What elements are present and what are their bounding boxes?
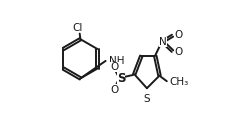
Text: O: O xyxy=(111,62,119,72)
Text: NH: NH xyxy=(109,56,125,66)
Text: O: O xyxy=(174,30,182,40)
Text: S: S xyxy=(143,94,150,104)
Text: CH₃: CH₃ xyxy=(169,77,189,87)
Text: O: O xyxy=(174,47,182,57)
Text: N: N xyxy=(159,37,167,47)
Text: S: S xyxy=(117,72,125,85)
Text: O: O xyxy=(111,85,119,95)
Text: Cl: Cl xyxy=(72,23,83,33)
